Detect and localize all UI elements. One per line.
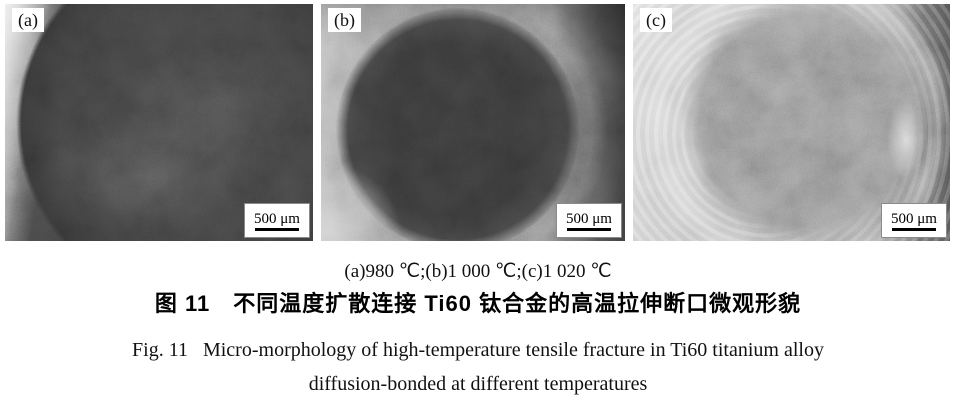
scale-bar-line-c [892, 227, 936, 231]
caption-conditions: (a)980 ℃;(b)1 000 ℃;(c)1 020 ℃ [344, 261, 612, 282]
scale-bar-line-b [567, 227, 611, 231]
caption-title-en-line1: Fig. 11 Micro-morphology of high-tempera… [132, 339, 824, 361]
micrograph-panel-b: (b) 500 μm [321, 4, 625, 241]
micrograph-panel-c: (c) 500 μm [633, 4, 950, 241]
micrograph-panel-a: (a) 500 μm [5, 4, 313, 241]
panel-label-b: (b) [328, 8, 361, 32]
scale-bar-c: 500 μm [881, 203, 947, 238]
scale-bar-label-c: 500 μm [891, 210, 937, 227]
scale-bar-label-a: 500 μm [254, 210, 300, 227]
panel-label-a: (a) [12, 8, 44, 32]
micrograph-row: (a) 500 μm (b) 500 μm [5, 4, 950, 241]
panel-label-c: (c) [640, 8, 672, 32]
scale-bar-label-b: 500 μm [566, 210, 612, 227]
scale-bar-a: 500 μm [244, 203, 310, 238]
scale-bar-line-a [255, 227, 299, 231]
caption-title-en-line2: diffusion-bonded at different temperatur… [308, 373, 648, 395]
caption-title-zh: 图 11 不同温度扩散连接 Ti60 钛合金的高温拉伸断口微观形貌 [154, 291, 802, 316]
scale-bar-b: 500 μm [556, 203, 622, 238]
